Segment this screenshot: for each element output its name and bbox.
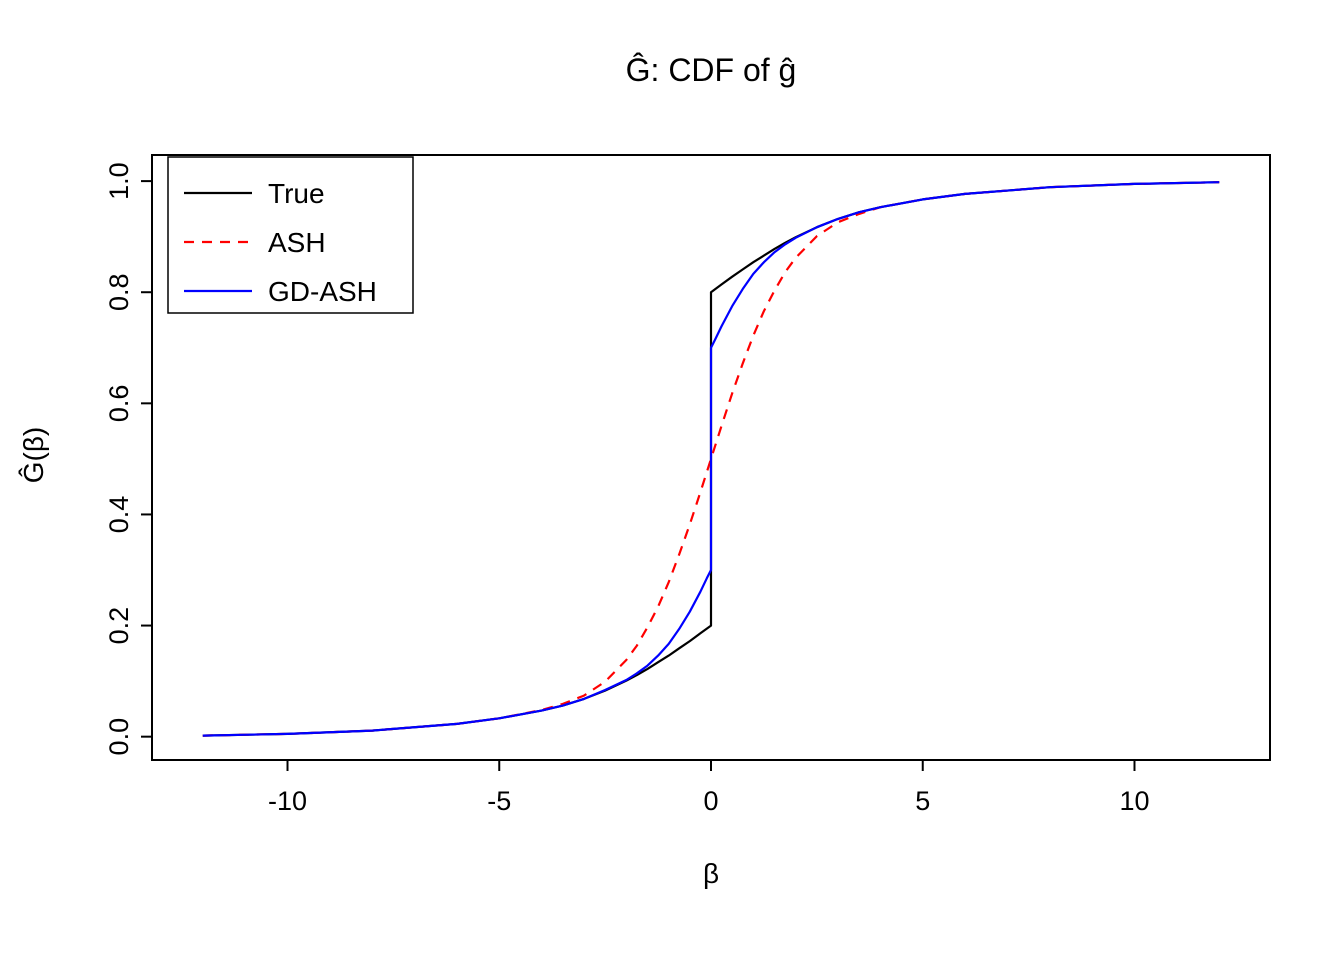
- legend-label: True: [268, 178, 325, 209]
- y-tick-label: 0.0: [104, 718, 134, 756]
- x-tick-label: 10: [1119, 786, 1149, 816]
- series-gd-ash-curve: [202, 181, 1220, 737]
- x-tick-label: -5: [487, 786, 511, 816]
- legend-label: GD-ASH: [268, 276, 377, 307]
- x-tick-label: 5: [915, 786, 930, 816]
- y-tick-label: 1.0: [104, 162, 134, 200]
- y-tick-label: 0.8: [104, 273, 134, 311]
- x-axis-label: β: [702, 858, 720, 889]
- legend-label: ASH: [268, 227, 326, 258]
- y-tick-label: 0.2: [104, 607, 134, 645]
- x-tick-label: 0: [703, 786, 718, 816]
- y-tick-label: 0.4: [104, 496, 134, 534]
- x-tick-label: -10: [268, 786, 307, 816]
- legend-box: [167, 156, 414, 314]
- chart-title: Ĝ: CDF of ĝ: [625, 52, 797, 88]
- y-tick-label: 0.6: [104, 385, 134, 423]
